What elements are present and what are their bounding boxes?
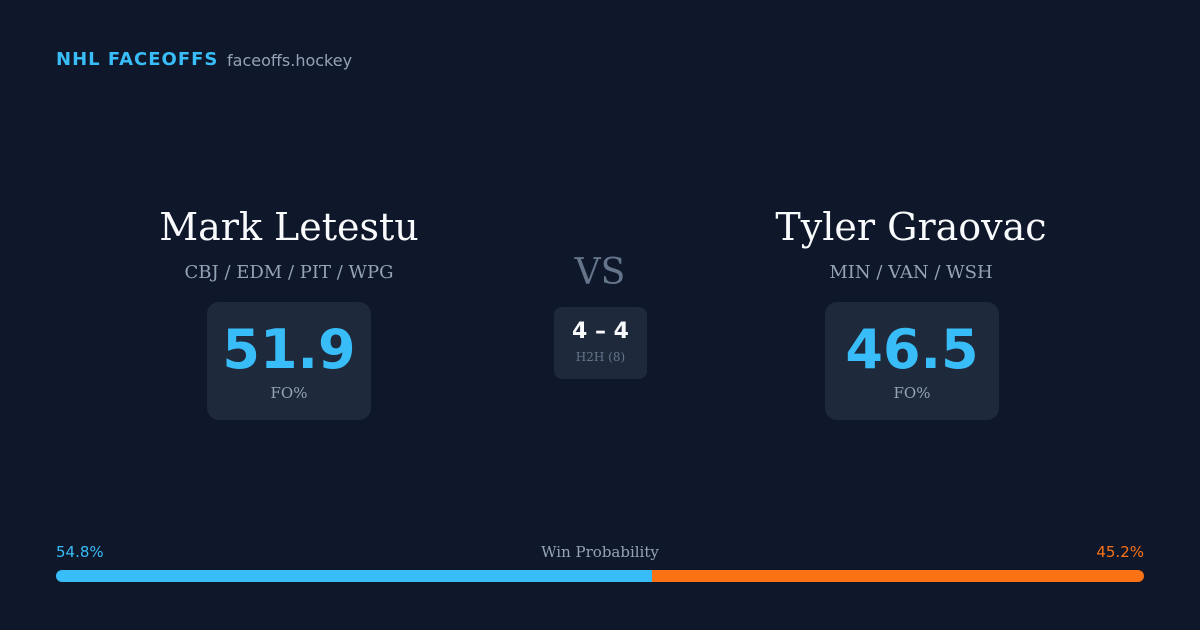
h2h-box: 4 – 4 H2H (8) — [554, 307, 647, 379]
fo-pct: 51.9 — [222, 318, 356, 381]
h2h-label: H2H (8) — [575, 350, 626, 364]
fo-label: FO% — [270, 384, 308, 402]
win-prob-bar-left — [56, 570, 653, 582]
fo-pct: 46.5 — [845, 318, 979, 381]
site: faceoffs.hockey — [227, 51, 353, 70]
win-prob-right: 45.2% — [1096, 543, 1144, 561]
win-prob-title: Win Probability — [541, 543, 659, 561]
brand: NHL FACEOFFS — [56, 49, 219, 70]
h2h-record: 4 – 4 — [572, 319, 629, 344]
player-name: Tyler Graovac — [775, 205, 1047, 249]
win-prob-left: 54.8% — [56, 543, 104, 561]
fo-box: 46.5 FO% — [825, 302, 999, 420]
win-prob-bar-right — [652, 570, 1144, 582]
player-teams: MIN / VAN / WSH — [829, 262, 993, 283]
fo-label: FO% — [893, 384, 931, 402]
player-teams: CBJ / EDM / PIT / WPG — [184, 262, 394, 283]
player-name: Mark Letestu — [159, 205, 419, 249]
fo-box: 51.9 FO% — [207, 302, 371, 420]
vs: VS — [574, 252, 626, 293]
